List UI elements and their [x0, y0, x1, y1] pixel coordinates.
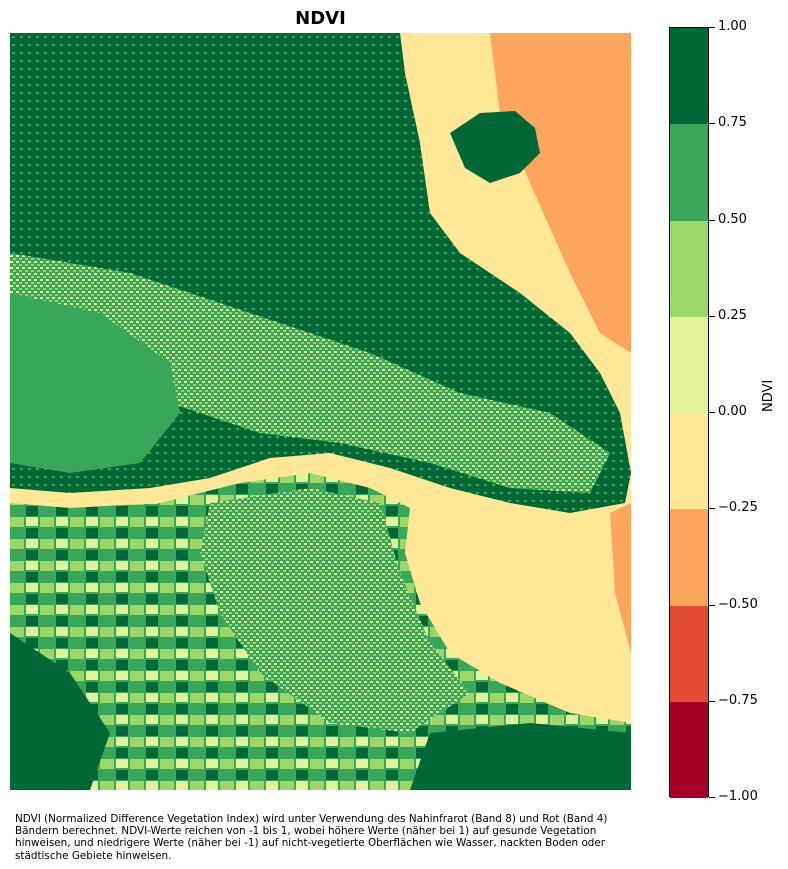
- south-urban: [200, 488, 470, 733]
- colorbar-segment: [670, 605, 708, 702]
- colorbar-segment: [670, 124, 708, 221]
- colorbar-tick: [709, 219, 715, 221]
- south-forest-east: [410, 723, 631, 790]
- colorbar-tick-label: 1.00: [718, 19, 747, 34]
- north-urban: [10, 253, 610, 493]
- colorbar-tick-label: −0.25: [718, 500, 758, 516]
- colorbar-tick: [709, 797, 715, 798]
- colorbar-tick-label: −1.00: [718, 789, 758, 804]
- offshore-zone: [490, 33, 631, 353]
- colorbar-tick: [709, 604, 715, 606]
- colorbar-segment: [670, 701, 708, 798]
- colorbar-tick: [709, 412, 715, 413]
- colorbar-label: NDVI: [761, 379, 776, 412]
- north-field: [10, 293, 180, 473]
- island: [450, 111, 540, 183]
- south-forest: [10, 633, 110, 790]
- colorbar-tick-label: −0.75: [718, 692, 758, 708]
- colorbar-tick-label: 0.75: [718, 115, 747, 131]
- map-title: NDVI: [295, 8, 346, 29]
- offshore-zone-south: [610, 503, 631, 653]
- colorbar-tick: [709, 700, 715, 702]
- colorbar-tick: [709, 508, 715, 510]
- colorbar-tick: [709, 123, 715, 125]
- ndvi-map: [10, 33, 631, 790]
- colorbar-tick: [709, 315, 715, 317]
- colorbar-tick: [709, 27, 715, 28]
- colorbar: [669, 27, 709, 798]
- colorbar-segment: [670, 316, 708, 413]
- colorbar-tick-label: 0.00: [718, 404, 747, 419]
- colorbar-tick-label: 0.25: [718, 307, 747, 323]
- colorbar-segment: [670, 509, 708, 606]
- colorbar-tick-label: 0.50: [718, 211, 747, 227]
- colorbar-segment: [670, 413, 708, 510]
- colorbar-segment: [670, 220, 708, 317]
- colorbar-segment: [670, 28, 708, 125]
- caption-text: NDVI (Normalized Difference Vegetation I…: [15, 813, 608, 862]
- colorbar-tick-label: −0.50: [718, 596, 758, 612]
